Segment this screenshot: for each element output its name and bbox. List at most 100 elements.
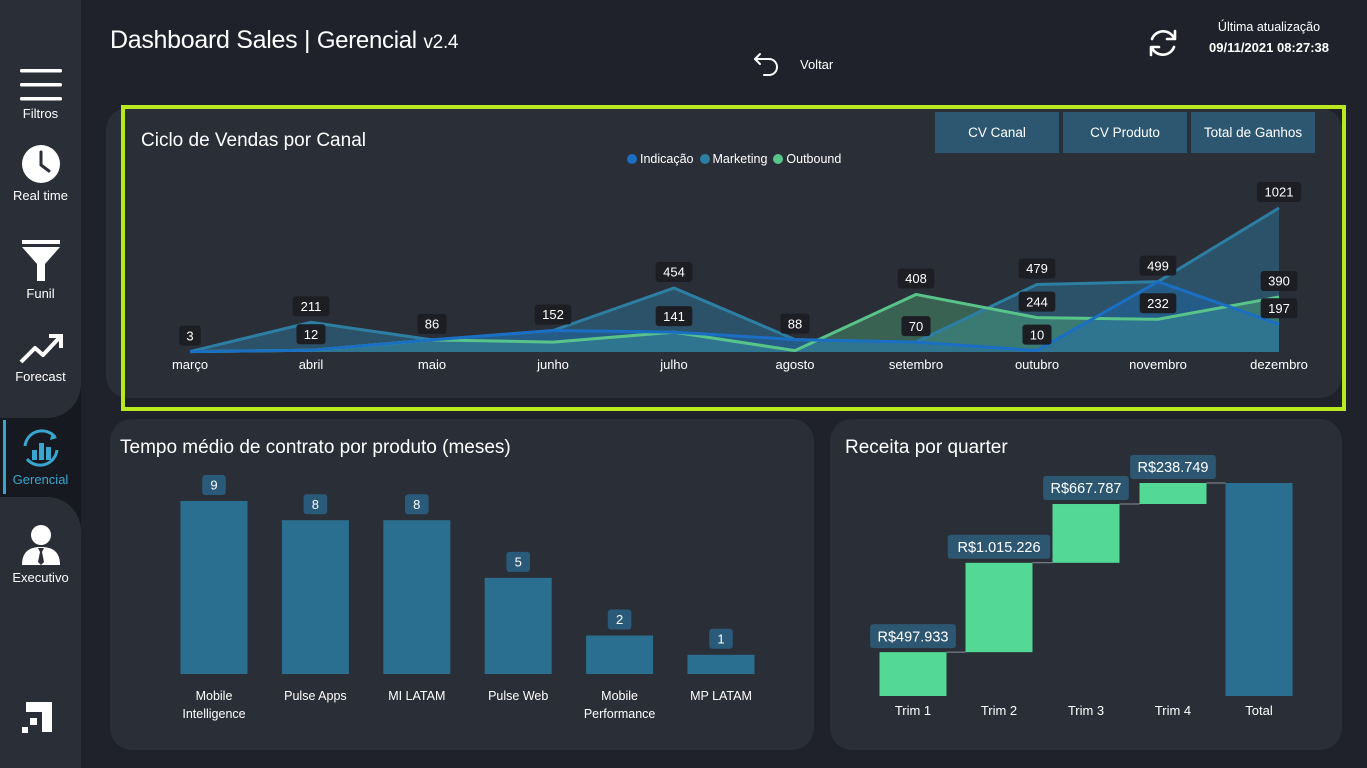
data-label-box — [780, 313, 810, 334]
last-update: Última atualização 09/11/2021 08:27:38 — [1196, 20, 1342, 55]
x-tick-label: março — [172, 357, 208, 372]
contract-x-label: Intelligence — [182, 707, 245, 721]
sidebar-item-real-time[interactable]: Real time — [0, 144, 81, 203]
waterfall-bar — [879, 652, 947, 696]
data-label-box — [655, 306, 693, 327]
data-label-box — [292, 296, 330, 317]
legend-label: Indicação — [640, 152, 694, 166]
data-label: 390 — [1268, 274, 1290, 289]
sidebar-item-label: Forecast — [15, 369, 66, 384]
total-ganhos-button[interactable]: Total de Ganhos — [1191, 112, 1315, 153]
data-label: 3 — [186, 328, 193, 343]
contract-x-label: Mobile — [196, 689, 233, 703]
sidebar-item-executivo[interactable]: Executivo — [0, 524, 81, 585]
data-label: 408 — [905, 271, 927, 286]
legend-label: Outbound — [786, 152, 842, 166]
area-indicação — [190, 281, 1279, 352]
waterfall-value-box — [870, 624, 956, 649]
data-label: 479 — [1026, 261, 1048, 276]
cycle-legend: Indicação Marketing Outbound — [627, 152, 841, 166]
x-tick-label: agosto — [775, 357, 814, 372]
contract-x-label: MI LATAM — [388, 689, 445, 703]
funnel-icon — [21, 240, 60, 281]
contract-x-label: MP LATAM — [690, 689, 752, 703]
data-label: 88 — [788, 316, 802, 331]
waterfall-total-bar — [1225, 483, 1293, 696]
sidebar-item-label: Real time — [13, 188, 68, 203]
page-title: Dashboard Sales | Gerencial v2.4 — [110, 26, 459, 55]
waterfall-value: R$1.015.226 — [957, 540, 1040, 556]
data-label-box — [1260, 270, 1298, 291]
data-label: 197 — [1268, 301, 1290, 316]
x-tick-label: abril — [299, 357, 324, 372]
contract-bar-value-box — [303, 494, 328, 515]
sidebar-item-label: Gerencial — [12, 472, 69, 487]
revenue-x-label: Trim 2 — [981, 703, 1017, 718]
x-tick-label: junho — [536, 357, 569, 372]
data-label: 232 — [1147, 296, 1169, 311]
data-label: 86 — [425, 317, 439, 332]
title-version: v2.4 — [423, 32, 459, 53]
legend-item-outbound[interactable]: Outbound — [773, 152, 841, 166]
contract-bar — [383, 520, 451, 674]
line-marketing — [189, 206, 1280, 354]
legend-label: Marketing — [712, 152, 768, 166]
trend-up-icon — [19, 334, 63, 364]
contract-bar-value: 9 — [210, 478, 217, 493]
last-update-time: 09/11/2021 08:27:38 — [1209, 40, 1329, 55]
sidebar-item-filtros[interactable]: Filtros — [0, 68, 81, 121]
active-indicator — [3, 420, 6, 494]
legend-item-marketing[interactable]: Marketing — [699, 152, 768, 166]
contract-bar-value: 8 — [312, 497, 319, 512]
data-label: 244 — [1026, 294, 1048, 309]
data-label: 1021 — [1265, 185, 1294, 200]
contract-x-label: Pulse Apps — [284, 689, 347, 703]
data-label-box — [1256, 182, 1302, 202]
gerencial-chart-icon — [23, 429, 58, 467]
waterfall-value-box — [947, 534, 1051, 559]
sidebar-item-funil[interactable]: Funil — [0, 240, 81, 301]
legend-item-indicacao[interactable]: Indicação — [627, 152, 694, 166]
cv-canal-button[interactable]: CV Canal — [935, 112, 1059, 153]
waterfall-value-box — [1043, 476, 1129, 501]
contract-bar — [180, 501, 248, 674]
contract-bar-value-box — [405, 494, 429, 515]
title-sub: Gerencial — [316, 27, 417, 54]
revenue-x-label: Trim 3 — [1068, 703, 1104, 718]
contract-bar-value-box — [709, 628, 733, 649]
data-label: 454 — [663, 265, 685, 280]
line-indicação — [189, 279, 1280, 354]
data-label-box — [534, 304, 572, 325]
contract-bar-value: 5 — [515, 555, 522, 570]
data-label-box — [1139, 293, 1177, 314]
sidebar-item-label: Filtros — [22, 106, 59, 121]
cv-produto-button[interactable]: CV Produto — [1063, 112, 1187, 153]
contract-bar — [484, 577, 552, 674]
x-tick-label: dezembro — [1250, 357, 1308, 372]
sidebar-item-forecast[interactable]: Forecast — [0, 333, 81, 384]
sidebar-item-label: Executivo — [12, 570, 69, 585]
contract-bar-value-box — [607, 609, 632, 630]
back-label: Voltar — [800, 56, 834, 72]
legend-dot — [699, 154, 710, 164]
revenue-x-label: Total — [1245, 703, 1273, 718]
data-label: 211 — [301, 299, 322, 314]
revenue-x-label: Trim 1 — [895, 703, 931, 718]
data-label-box — [1018, 258, 1056, 279]
back-button[interactable]: Voltar — [752, 50, 833, 78]
data-label-box — [655, 261, 693, 282]
refresh-icon[interactable] — [1146, 26, 1180, 60]
executive-user-icon — [21, 525, 60, 565]
data-label-box — [296, 324, 326, 345]
sidebar-item-gerencial[interactable]: Gerencial — [0, 428, 81, 487]
data-label-box — [179, 325, 201, 346]
undo-arrow-icon — [754, 53, 779, 76]
sidebar: Filtros Real time Funil Forecast — [0, 0, 81, 768]
data-label-box — [1018, 291, 1056, 312]
waterfall-bar — [1139, 483, 1207, 505]
data-label-box — [1260, 298, 1298, 319]
clock-icon — [21, 145, 60, 183]
contract-bar — [586, 635, 654, 674]
data-label: 12 — [304, 327, 318, 342]
